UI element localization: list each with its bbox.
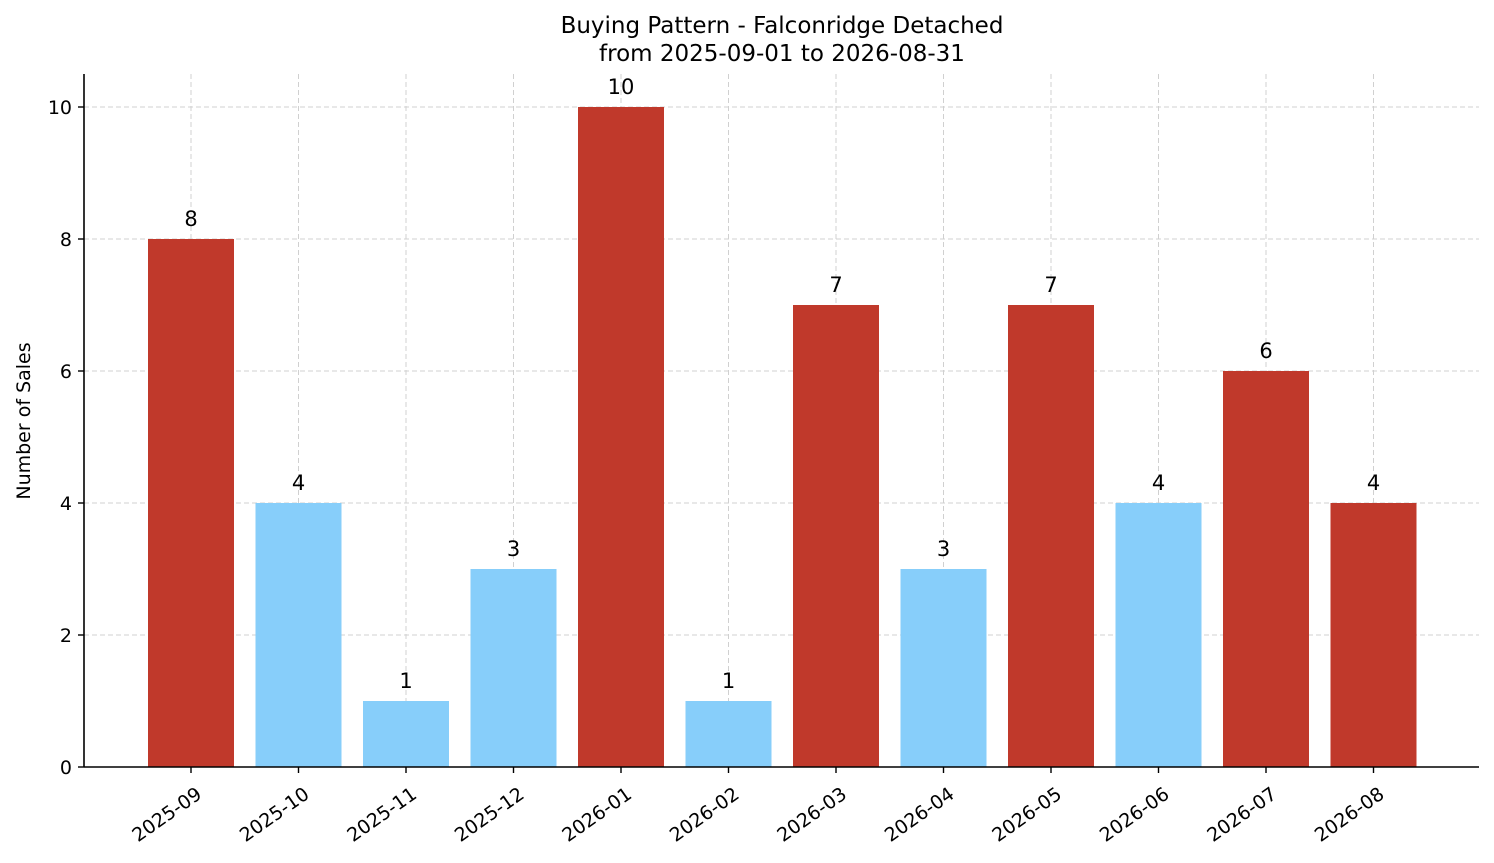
y-ticks: 0 2 4 6 8 10 [48, 97, 84, 779]
x-tick-label: 2026-04 [881, 783, 959, 847]
data-label: 6 [1259, 339, 1272, 363]
bar [363, 701, 449, 767]
x-tick-label: 2026-01 [558, 783, 636, 847]
y-tick-label: 0 [60, 757, 72, 779]
y-axis-label: Number of Sales [13, 342, 35, 499]
data-label: 3 [507, 537, 520, 561]
y-tick-label: 10 [48, 97, 72, 119]
data-label: 7 [1044, 273, 1057, 297]
axes [83, 74, 1479, 768]
chart-subtitle: from 2025-09-01 to 2026-08-31 [599, 41, 965, 67]
x-tick-label: 2026-05 [988, 783, 1066, 847]
bar [578, 107, 664, 767]
x-tick-label: 2025-10 [236, 783, 314, 847]
chart-title: Buying Pattern - Falconridge Detached [561, 13, 1004, 39]
data-label: 4 [292, 471, 305, 495]
bar [793, 305, 879, 767]
x-tick-label: 2026-08 [1311, 783, 1389, 847]
bar [1223, 371, 1309, 767]
bar [148, 239, 234, 767]
x-tick-label: 2026-02 [666, 783, 744, 847]
x-tick-label: 2026-03 [773, 783, 851, 847]
bar [1008, 305, 1094, 767]
bar [1330, 503, 1417, 767]
x-ticks: 2025-09 2025-10 2025-11 2025-12 2026-01 2026-… [128, 767, 1388, 847]
data-label: 7 [829, 273, 842, 297]
data-label: 8 [184, 207, 197, 231]
bar [685, 701, 772, 767]
y-tick-label: 8 [60, 229, 72, 251]
y-tick-label: 2 [60, 625, 72, 647]
x-tick-label: 2025-11 [343, 783, 421, 847]
x-tick-label: 2026-07 [1203, 783, 1281, 847]
x-tick-label: 2025-09 [128, 783, 206, 847]
data-label: 4 [1367, 471, 1380, 495]
bar [900, 569, 987, 767]
x-tick-label: 2026-06 [1096, 783, 1174, 847]
data-label: 4 [1152, 471, 1165, 495]
y-tick-label: 4 [60, 493, 72, 515]
bar [470, 569, 557, 767]
bar [1115, 503, 1202, 767]
bars [148, 107, 1417, 767]
x-tick-label: 2025-12 [451, 783, 529, 847]
y-tick-label: 6 [60, 361, 72, 383]
data-label: 10 [608, 75, 635, 99]
data-label: 1 [399, 669, 412, 693]
data-label: 1 [722, 669, 735, 693]
data-label: 3 [937, 537, 950, 561]
bar [255, 503, 342, 767]
